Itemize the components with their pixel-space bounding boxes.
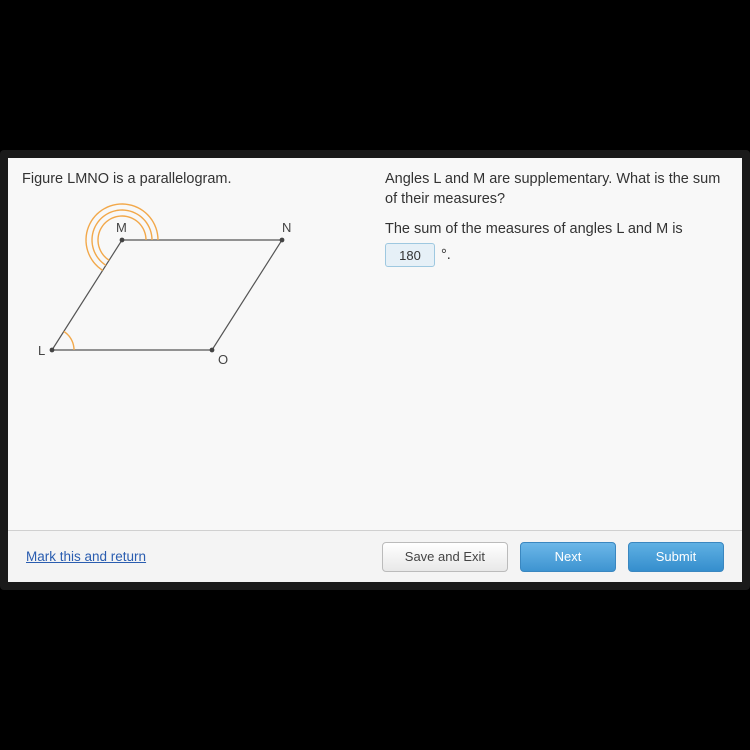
answer-row: The sum of the measures of angles L and …: [385, 221, 728, 267]
question-prompt: Angles L and M are supplementary. What i…: [385, 170, 728, 209]
svg-text:O: O: [218, 352, 228, 367]
answer-lead-text: The sum of the measures of angles L and …: [385, 221, 683, 237]
next-button[interactable]: Next: [520, 542, 616, 572]
left-column: Figure LMNO is a parallelogram. L M N O: [22, 170, 365, 530]
footer-bar: Mark this and return Save and Exit Next …: [8, 530, 742, 582]
submit-button[interactable]: Submit: [628, 542, 724, 572]
app-screen: Figure LMNO is a parallelogram. L M N O Ang…: [8, 158, 742, 582]
svg-text:M: M: [116, 220, 127, 235]
save-exit-button[interactable]: Save and Exit: [382, 542, 508, 572]
svg-text:N: N: [282, 220, 291, 235]
degree-suffix: °.: [441, 247, 451, 263]
right-column: Angles L and M are supplementary. What i…: [385, 170, 728, 530]
parallelogram-diagram: L M N O: [22, 200, 322, 380]
answer-input[interactable]: [385, 243, 435, 267]
content-area: Figure LMNO is a parallelogram. L M N O Ang…: [8, 158, 742, 530]
svg-text:L: L: [38, 343, 45, 358]
figure-prompt: Figure LMNO is a parallelogram.: [22, 170, 365, 190]
mark-return-link[interactable]: Mark this and return: [26, 549, 146, 564]
